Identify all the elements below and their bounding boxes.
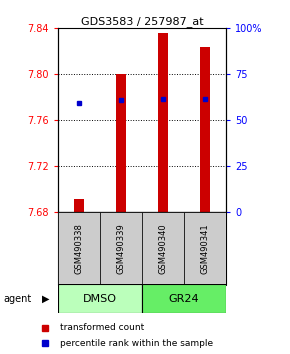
Text: GSM490341: GSM490341 bbox=[201, 223, 210, 274]
Text: GSM490338: GSM490338 bbox=[75, 223, 84, 274]
FancyBboxPatch shape bbox=[184, 212, 226, 285]
Text: DMSO: DMSO bbox=[83, 294, 117, 304]
FancyBboxPatch shape bbox=[100, 212, 142, 285]
Text: GSM490340: GSM490340 bbox=[159, 223, 168, 274]
Text: agent: agent bbox=[3, 294, 31, 304]
FancyBboxPatch shape bbox=[142, 212, 184, 285]
FancyBboxPatch shape bbox=[58, 284, 142, 313]
Text: ▶: ▶ bbox=[42, 294, 50, 304]
Bar bbox=[158, 33, 168, 212]
Bar bbox=[116, 74, 126, 212]
Text: GR24: GR24 bbox=[169, 294, 200, 304]
Bar bbox=[200, 47, 211, 212]
Text: GSM490339: GSM490339 bbox=[117, 223, 126, 274]
FancyBboxPatch shape bbox=[142, 284, 226, 313]
Title: GDS3583 / 257987_at: GDS3583 / 257987_at bbox=[81, 16, 203, 27]
Bar bbox=[74, 199, 84, 212]
FancyBboxPatch shape bbox=[58, 212, 100, 285]
Text: transformed count: transformed count bbox=[60, 323, 144, 332]
Text: percentile rank within the sample: percentile rank within the sample bbox=[60, 339, 213, 348]
